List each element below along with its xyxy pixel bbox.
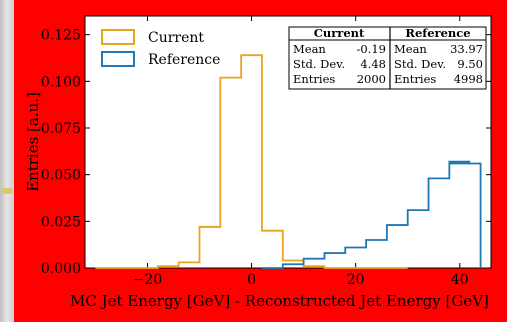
legend-swatch-reference: [101, 51, 135, 67]
x-axis-label: MC Jet Energy [GeV] - Reconstructed Jet …: [70, 292, 489, 310]
series-reference-histogram: [261, 160, 482, 269]
y-tick-label: 0.050: [41, 168, 81, 184]
stats-row-label: Entries: [394, 72, 436, 86]
x-tick-label: 0: [247, 272, 256, 288]
stats-row-label: Std. Dev.: [394, 57, 446, 71]
x-tick-label: 20: [347, 272, 365, 288]
y-tick-label: 0.075: [41, 121, 81, 137]
y-tick-label: 0.000: [41, 261, 81, 277]
y-tick-labels: 0.000 0.025 0.050 0.075 0.100 0.125: [41, 28, 81, 277]
stats-header-reference: Reference: [405, 26, 470, 40]
stats-row-value: 33.97: [450, 42, 483, 56]
y-axis-label: Entries [a.u.]: [24, 92, 42, 192]
stats-row-value: 4998: [454, 72, 483, 86]
stats-row-value: 4.48: [360, 57, 386, 71]
y-tick-label: 0.100: [41, 74, 81, 90]
legend: Current Reference: [101, 29, 220, 68]
edge-marker: [2, 188, 12, 194]
axis-ticks: [85, 16, 491, 269]
x-tick-label: −20: [133, 272, 163, 288]
left-edge-strip: [0, 0, 14, 322]
stats-row-value: -0.19: [357, 42, 387, 56]
x-tick-label: 40: [451, 272, 469, 288]
stats-table: Current Reference Mean -0.19 Mean 33.97 …: [288, 26, 487, 90]
y-tick-label: 0.025: [41, 214, 81, 230]
stats-row-label: Mean: [293, 42, 326, 56]
legend-label-reference: Reference: [148, 52, 220, 68]
stats-row-label: Std. Dev.: [293, 57, 345, 71]
stats-row-value: 2000: [357, 72, 386, 86]
stats-row-label: Mean: [394, 42, 427, 56]
x-tick-labels: −20 0 20 40: [133, 272, 469, 288]
legend-label-current: Current: [148, 30, 204, 46]
stats-table-border: [288, 26, 487, 90]
series-layer: [95, 54, 482, 269]
legend-swatch-current: [101, 29, 135, 45]
stats-row-label: Entries: [293, 72, 335, 86]
stats-header-current: Current: [314, 26, 365, 40]
stats-row-value: 9.50: [457, 57, 483, 71]
y-tick-label: 0.125: [41, 28, 81, 44]
series-current-histogram: [95, 54, 408, 269]
